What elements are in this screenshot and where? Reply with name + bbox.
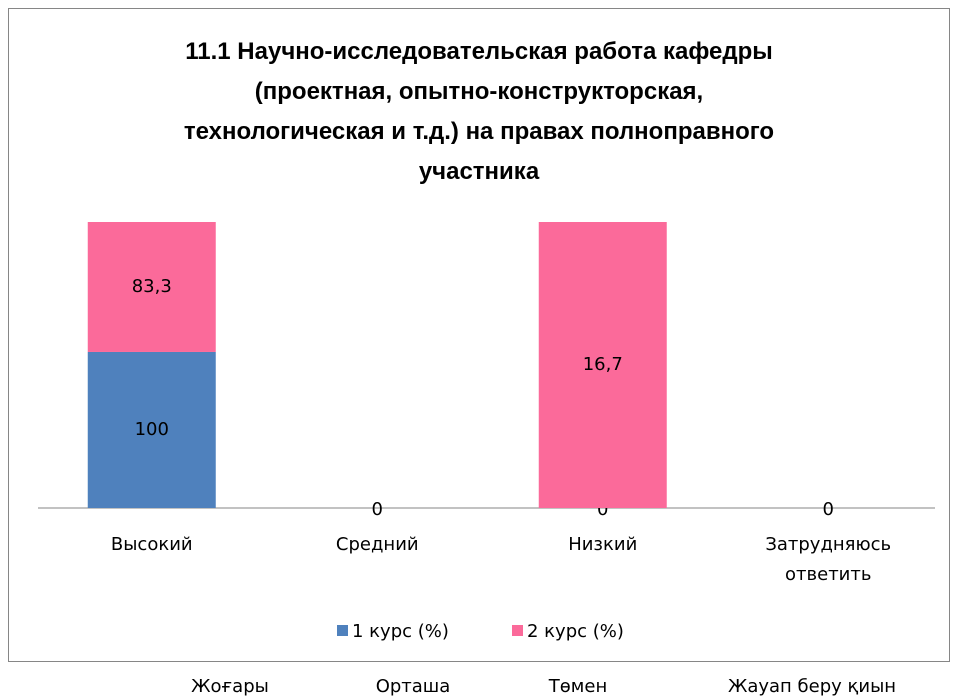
footer-label: Жауап беру қиын [727,676,897,697]
legend-swatch [512,625,523,636]
data-label: 0 [372,499,383,520]
bar-segment [538,222,667,508]
footer-label: Төмен [548,676,608,697]
legend-label: 2 курс (%) [527,621,624,642]
chart-title: 11.1 Научно-исследовательская работа каф… [183,38,775,185]
data-label: 16,7 [583,354,623,375]
bar-segment [87,351,216,508]
data-label: 83,3 [132,276,172,297]
x-tick-label: Затрудняюсь ответить [765,534,892,585]
legend-label: 1 курс (%) [352,621,449,642]
x-tick-label: Низкий [568,534,638,555]
data-label: 0 [823,499,834,520]
data-label: 100 [135,419,169,440]
footer-label: Жоғары [191,676,269,697]
x-tick-label: Средний [335,534,419,555]
bar-segment [87,222,216,352]
legend-swatch [337,625,348,636]
footer-label: Орташа [375,676,451,697]
x-tick-label: Высокий [110,534,193,555]
data-label: 0 [597,499,608,520]
